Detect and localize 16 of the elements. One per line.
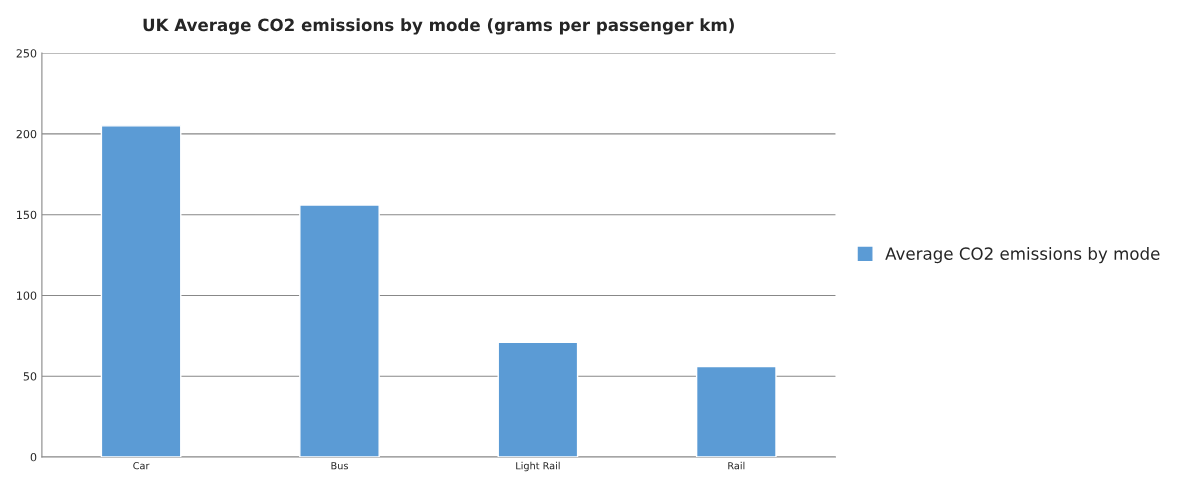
x-tick-label: Rail <box>728 461 745 470</box>
x-tick-label: Bus <box>331 462 348 470</box>
legend-label: Average CO2 emissions by mode <box>885 247 1160 264</box>
y-tick-label: 150 <box>17 210 37 220</box>
x-tick-label: Light Rail <box>516 461 560 472</box>
bar <box>100 125 182 457</box>
chart-title: UK Average CO2 emissions by mode (grams per passenger km) <box>143 18 734 35</box>
y-tick-label: 250 <box>16 49 37 58</box>
y-tick-label: 200 <box>16 129 37 139</box>
y-tick-label: 100 <box>17 291 37 300</box>
bar <box>695 365 777 457</box>
bar <box>497 341 579 457</box>
y-tick-label: 0 <box>30 452 37 462</box>
x-tick-label: Car <box>133 462 150 470</box>
bar <box>299 204 380 457</box>
y-tick-label: 50 <box>23 372 37 381</box>
